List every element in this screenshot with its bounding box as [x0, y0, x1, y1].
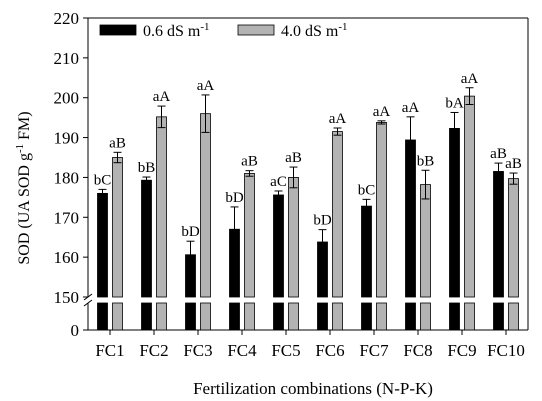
bar-base: [493, 302, 504, 331]
significance-label: aB: [505, 156, 522, 172]
bar-base: [405, 302, 416, 331]
legend: 0.6 dS m-1 4.0 dS m-1: [99, 21, 348, 40]
bar: [420, 184, 431, 298]
x-tick-label: FC4: [227, 341, 257, 360]
x-axis-label: Fertilization combinations (N-P-K): [193, 379, 433, 398]
significance-label: aB: [285, 150, 302, 166]
bar-base: [156, 302, 167, 331]
bar-base: [229, 302, 240, 331]
bar: [288, 177, 299, 298]
y-tick-label: 180: [54, 168, 80, 187]
x-tick-label: FC10: [487, 341, 525, 360]
significance-label: bD: [313, 213, 332, 229]
legend-label: 4.0 dS m-1: [281, 21, 348, 40]
bar: [508, 178, 519, 298]
significance-label: aC: [270, 174, 287, 190]
bar: [112, 157, 123, 298]
bar: [376, 122, 387, 298]
y-axis-label-tail: FM): [16, 111, 33, 143]
bar: [361, 205, 372, 298]
x-tick-label: FC2: [139, 341, 168, 360]
bar-base: [273, 302, 284, 331]
y-axis-label-main: SOD (UA SOD g: [16, 153, 33, 265]
significance-label: aB: [490, 146, 507, 162]
significance-label: aB: [241, 154, 258, 170]
bar-base: [244, 302, 255, 331]
legend-label-main: 0.6 dS m: [143, 23, 201, 40]
x-tick-label: FC7: [359, 341, 389, 360]
bar: [141, 179, 152, 298]
bar: [97, 192, 108, 298]
y-axis-label-sup: -1: [14, 144, 26, 153]
bar: [244, 173, 255, 298]
bar-base: [508, 302, 519, 331]
significance-label: aA: [461, 71, 479, 87]
bar-base: [185, 302, 196, 331]
legend-label: 0.6 dS m-1: [143, 21, 210, 40]
bar: [332, 131, 343, 298]
bar-base: [288, 302, 299, 331]
bar-base: [449, 302, 460, 331]
y-tick-label: 210: [54, 49, 80, 68]
legend-label-main: 4.0 dS m: [281, 23, 339, 40]
x-tick-label: FC5: [271, 341, 300, 360]
bar-base: [464, 302, 475, 331]
x-tick-label: FC8: [403, 341, 432, 360]
y-tick-label: 0: [71, 321, 80, 340]
bar: [273, 194, 284, 298]
y-tick-label: 170: [54, 208, 80, 227]
x-tick-label: FC9: [447, 341, 476, 360]
y-tick-label: 150: [54, 288, 80, 307]
bar-base: [200, 302, 211, 331]
x-tick-label: FC6: [315, 341, 344, 360]
bar: [156, 116, 167, 298]
axis-break-mark: [83, 299, 93, 307]
bar: [493, 171, 504, 298]
significance-label: bA: [445, 95, 464, 111]
axes: 150 160 170 180 190 200 210 220 0 FC1 FC2 FC3 FC4 FC5…: [54, 9, 529, 360]
y-tick-label: 220: [54, 9, 80, 28]
significance-label: bB: [417, 153, 435, 169]
bar-base: [112, 302, 123, 331]
significance-label: aA: [197, 78, 215, 94]
bar-base: [376, 302, 387, 331]
legend-label-sup: -1: [200, 21, 209, 33]
significance-label: aB: [109, 135, 126, 151]
y-axis-label: SOD (UA SOD g-1 FM): [14, 111, 33, 264]
significance-label: bC: [94, 172, 112, 188]
bar-base: [332, 302, 343, 331]
x-tick-label: FC3: [183, 341, 212, 360]
significance-label: bC: [358, 182, 376, 198]
bar-base: [317, 302, 328, 331]
significance-label: aA: [329, 111, 347, 127]
x-tick-label: FC1: [95, 341, 124, 360]
bar-base: [141, 302, 152, 331]
bar-base: [361, 302, 372, 331]
significance-label: aA: [402, 100, 420, 116]
significance-label: bD: [181, 224, 200, 240]
significance-label: bD: [225, 190, 244, 206]
bar: [464, 95, 475, 298]
significance-label: bB: [138, 160, 156, 176]
legend-label-sup: -1: [338, 21, 347, 33]
bar-base: [420, 302, 431, 331]
y-tick-label: 160: [54, 248, 80, 267]
bar: [200, 113, 211, 298]
significance-label: aA: [373, 104, 391, 120]
y-tick-label: 200: [54, 89, 80, 108]
y-tick-label: 190: [54, 129, 80, 148]
legend-swatch: [99, 24, 137, 36]
bar-base: [97, 302, 108, 331]
significance-label: aA: [153, 89, 171, 105]
bar: [449, 128, 460, 298]
legend-swatch: [237, 24, 275, 36]
